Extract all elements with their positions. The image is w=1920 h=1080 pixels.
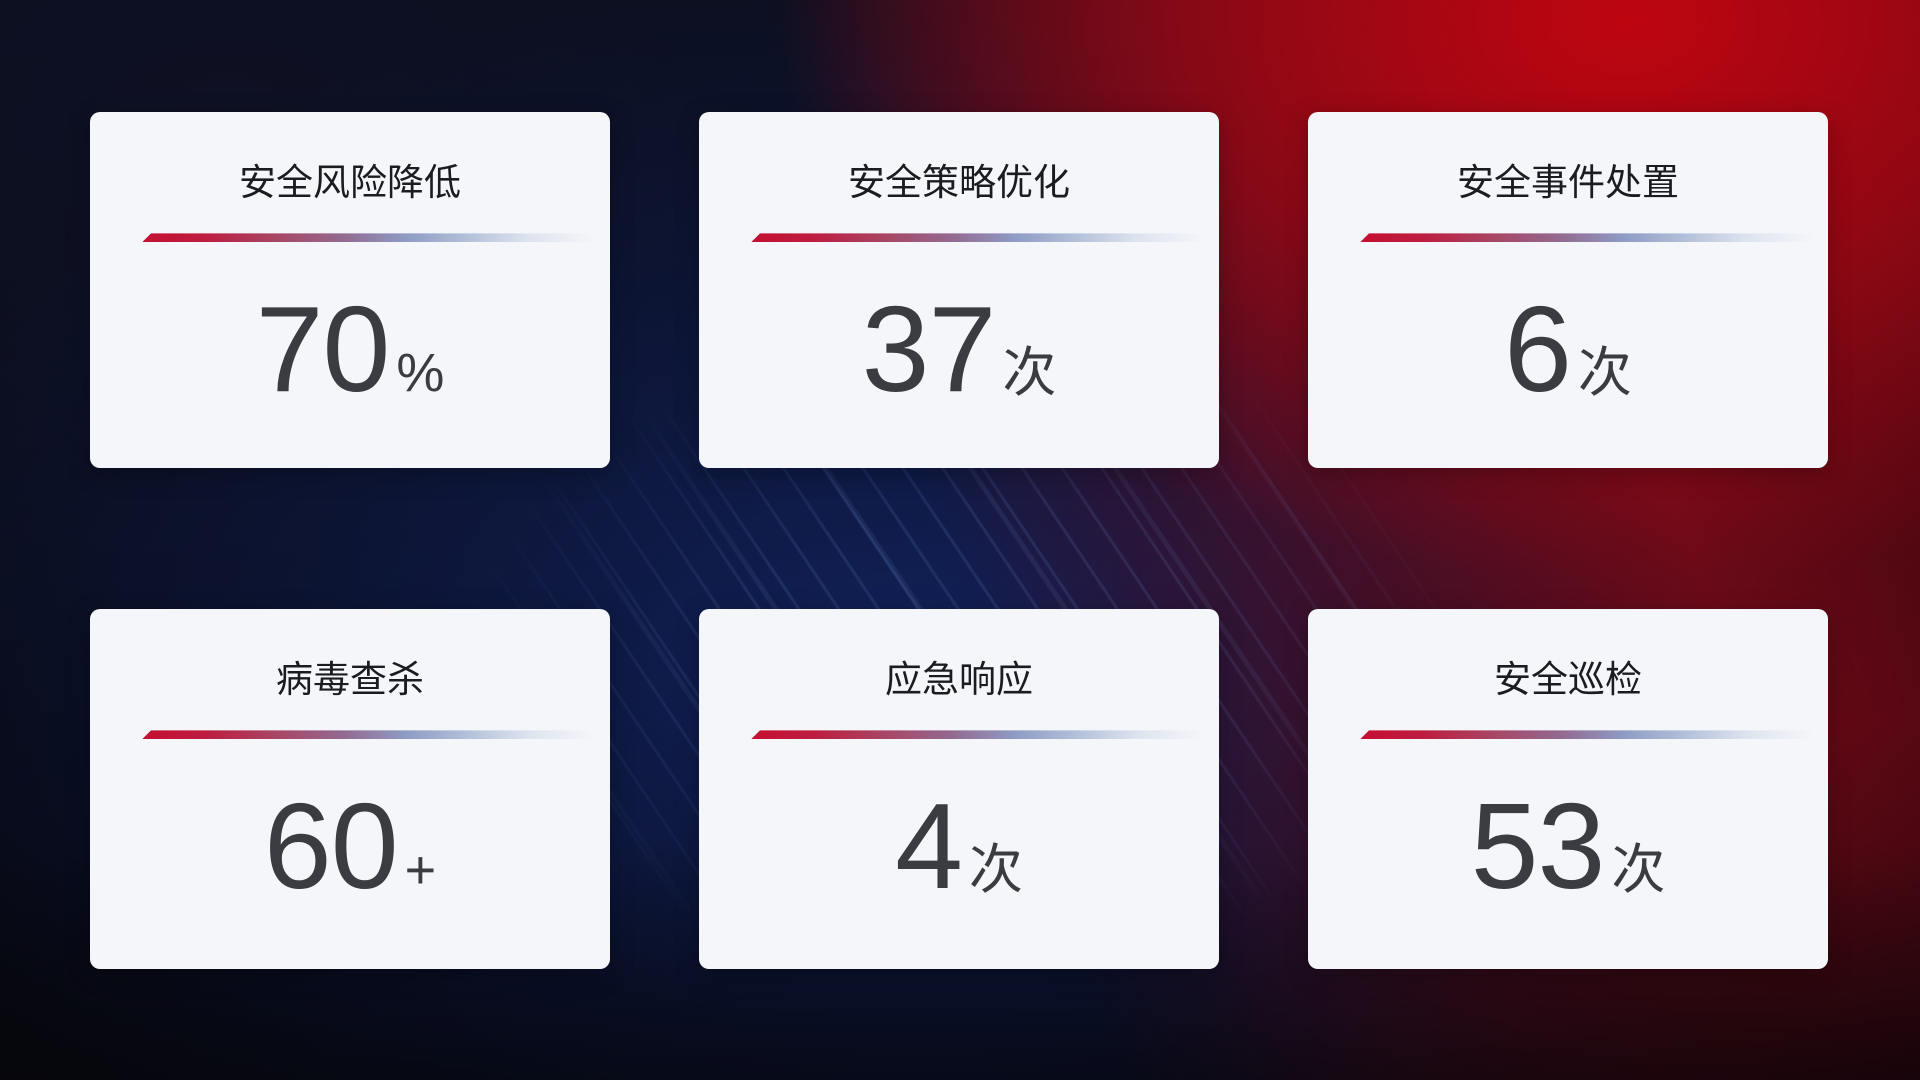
stat-number: 53	[1470, 778, 1606, 915]
stat-card-incident-handling: 安全事件处置 6 次	[1308, 112, 1828, 468]
gradient-divider	[142, 233, 596, 243]
stat-card-title: 安全巡检	[1494, 659, 1642, 700]
stat-card-title: 病毒查杀	[276, 659, 424, 700]
gradient-divider	[751, 233, 1205, 243]
stat-value: 70 %	[90, 288, 610, 410]
stat-number: 6	[1504, 281, 1572, 418]
stat-unit: 次	[968, 840, 1023, 901]
stat-value: 53 次	[1308, 785, 1828, 907]
stat-card-title: 安全事件处置	[1457, 162, 1679, 203]
gradient-divider	[1360, 233, 1814, 243]
gradient-divider	[751, 730, 1205, 740]
stat-value: 4 次	[699, 785, 1219, 907]
stat-unit: 次	[1577, 343, 1632, 404]
stat-number: 4	[895, 778, 963, 915]
stat-value: 6 次	[1308, 288, 1828, 410]
stat-card-security-inspection: 安全巡检 53 次	[1308, 609, 1828, 969]
gradient-divider	[142, 730, 596, 740]
stat-unit: 次	[1002, 343, 1057, 404]
stat-number: 60	[263, 778, 399, 915]
gradient-divider	[1360, 730, 1814, 740]
stat-number: 70	[255, 281, 391, 418]
stat-unit: %	[396, 343, 445, 404]
stat-card-emergency-response: 应急响应 4 次	[699, 609, 1219, 969]
stat-card-virus-scan: 病毒查杀 60 +	[90, 609, 610, 969]
stat-card-risk-reduction: 安全风险降低 70 %	[90, 112, 610, 468]
stat-card-title: 应急响应	[885, 659, 1033, 700]
stat-card-policy-optimization: 安全策略优化 37 次	[699, 112, 1219, 468]
stat-value: 37 次	[699, 288, 1219, 410]
stat-card-title: 安全策略优化	[848, 162, 1070, 203]
stat-number: 37	[861, 281, 997, 418]
stat-unit: 次	[1611, 840, 1666, 901]
stat-card-title: 安全风险降低	[239, 162, 461, 203]
stat-unit: +	[404, 840, 437, 901]
stat-value: 60 +	[90, 785, 610, 907]
